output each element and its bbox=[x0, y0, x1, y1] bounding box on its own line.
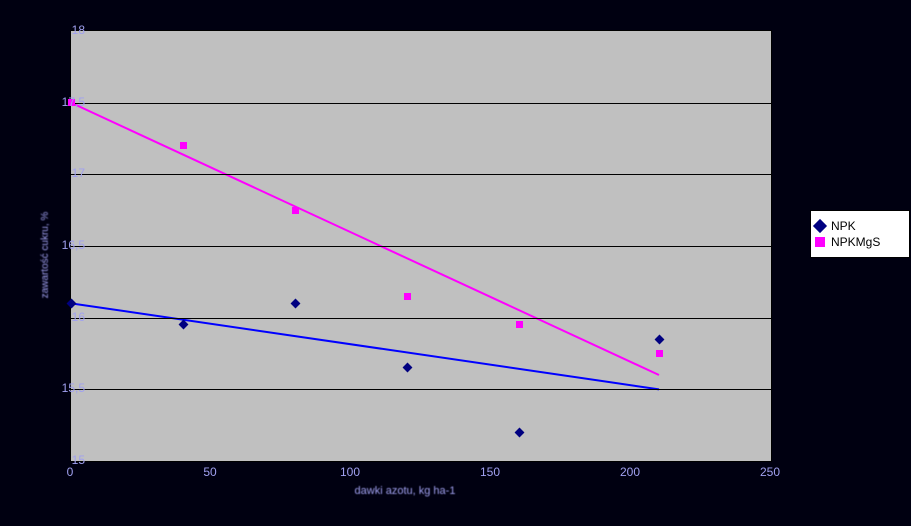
square-icon bbox=[815, 237, 825, 247]
y-tick: 15,5 bbox=[45, 381, 85, 395]
point-NPKMgS bbox=[516, 321, 523, 328]
legend-label: NPK bbox=[831, 219, 856, 233]
point-NPKMgS bbox=[292, 207, 299, 214]
legend: NPK NPKMgS bbox=[810, 210, 910, 258]
chart-container: zawartość cukru, % dawki azotu, kg ha-1 … bbox=[0, 0, 911, 526]
chart-area: zawartość cukru, % dawki azotu, kg ha-1 … bbox=[20, 10, 790, 500]
y-axis-label: zawartość cukru, % bbox=[40, 212, 51, 299]
x-tick: 250 bbox=[760, 465, 780, 479]
legend-item-npk: NPK bbox=[815, 219, 905, 233]
x-tick: 50 bbox=[203, 465, 216, 479]
legend-label: NPKMgS bbox=[831, 235, 880, 249]
x-tick: 150 bbox=[480, 465, 500, 479]
trendline-NPK bbox=[71, 303, 659, 389]
gridline bbox=[71, 103, 771, 104]
y-tick: 17,5 bbox=[45, 95, 85, 109]
point-NPKMgS bbox=[180, 142, 187, 149]
gridline bbox=[71, 246, 771, 247]
y-tick: 18 bbox=[45, 23, 85, 37]
y-tick: 17 bbox=[45, 166, 85, 180]
gridline bbox=[71, 389, 771, 390]
y-tick: 16 bbox=[45, 310, 85, 324]
y-tick: 16,5 bbox=[45, 238, 85, 252]
y-tick: 15 bbox=[45, 453, 85, 467]
x-tick: 0 bbox=[67, 465, 74, 479]
x-axis-label: dawki azotu, kg ha-1 bbox=[20, 485, 790, 497]
point-NPKMgS bbox=[656, 350, 663, 357]
diamond-icon bbox=[813, 219, 827, 233]
x-tick: 200 bbox=[620, 465, 640, 479]
gridline bbox=[71, 318, 771, 319]
point-NPKMgS bbox=[404, 293, 411, 300]
plot-area bbox=[70, 30, 772, 462]
x-tick: 100 bbox=[340, 465, 360, 479]
gridline bbox=[71, 174, 771, 175]
legend-item-npkmgs: NPKMgS bbox=[815, 235, 905, 249]
trendline-NPKMgS bbox=[71, 103, 659, 375]
